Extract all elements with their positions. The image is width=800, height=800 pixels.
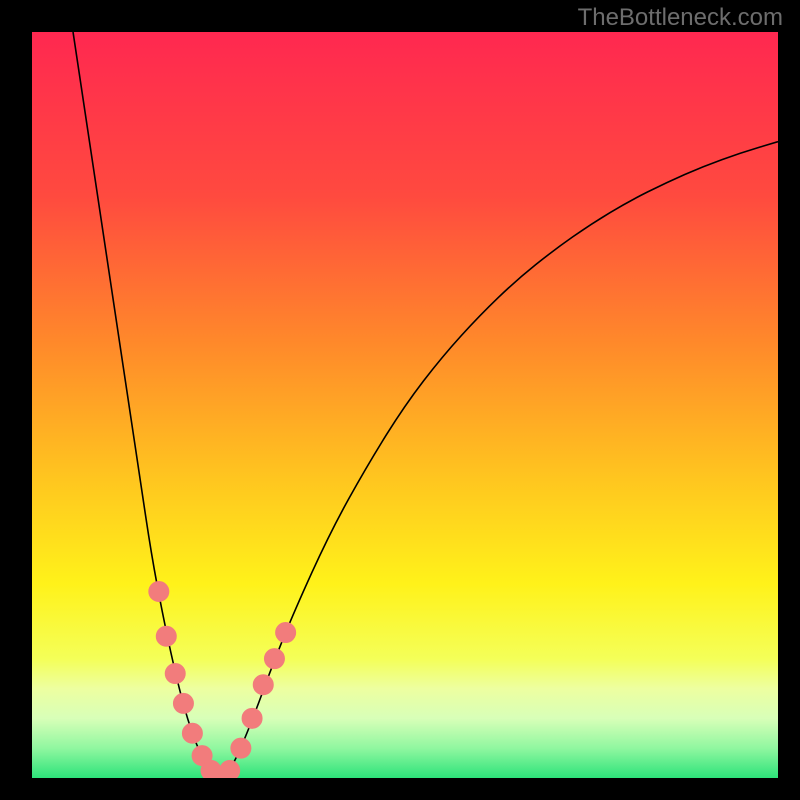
data-marker — [156, 626, 176, 646]
data-marker — [264, 649, 284, 669]
data-marker — [220, 761, 240, 781]
data-marker — [182, 723, 202, 743]
data-marker — [253, 675, 273, 695]
data-marker — [231, 738, 251, 758]
data-marker — [165, 664, 185, 684]
watermark-text: TheBottleneck.com — [578, 4, 783, 32]
data-marker — [276, 623, 296, 643]
data-marker — [149, 582, 169, 602]
bottleneck-chart — [0, 0, 800, 800]
data-marker — [242, 708, 262, 728]
data-marker — [173, 693, 193, 713]
